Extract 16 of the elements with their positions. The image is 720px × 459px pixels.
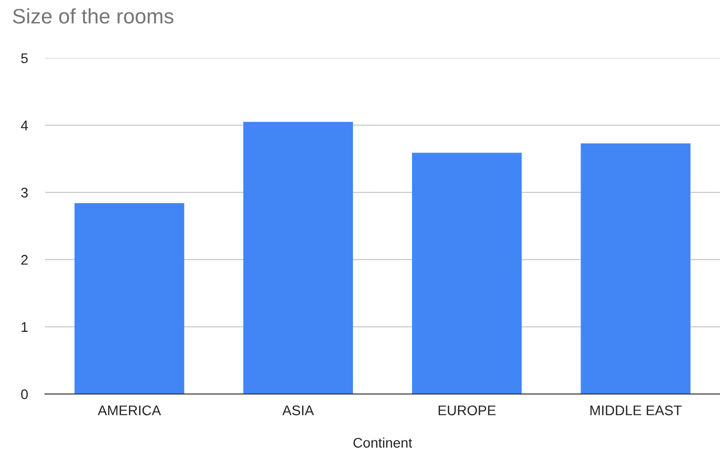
bar xyxy=(580,143,690,394)
y-tick-label: 1 xyxy=(22,322,28,332)
chart-title: Size of the rooms xyxy=(12,8,174,24)
y-tick-label: 3 xyxy=(21,188,28,198)
x-tick-label: ASIA xyxy=(282,405,314,416)
x-tick-label: AMERICA xyxy=(98,405,161,416)
x-axis-title: Continent xyxy=(353,438,412,448)
y-tick-label: 2 xyxy=(21,254,28,265)
y-tick-label: 4 xyxy=(20,120,28,130)
bar xyxy=(243,122,353,394)
x-tick-label: EUROPE xyxy=(438,405,496,416)
y-tick-label: 5 xyxy=(21,53,28,64)
x-tick-label: MIDDLE EAST xyxy=(590,405,682,416)
bar xyxy=(74,203,184,394)
bar xyxy=(412,152,522,394)
y-tick-label: 0 xyxy=(21,389,28,400)
